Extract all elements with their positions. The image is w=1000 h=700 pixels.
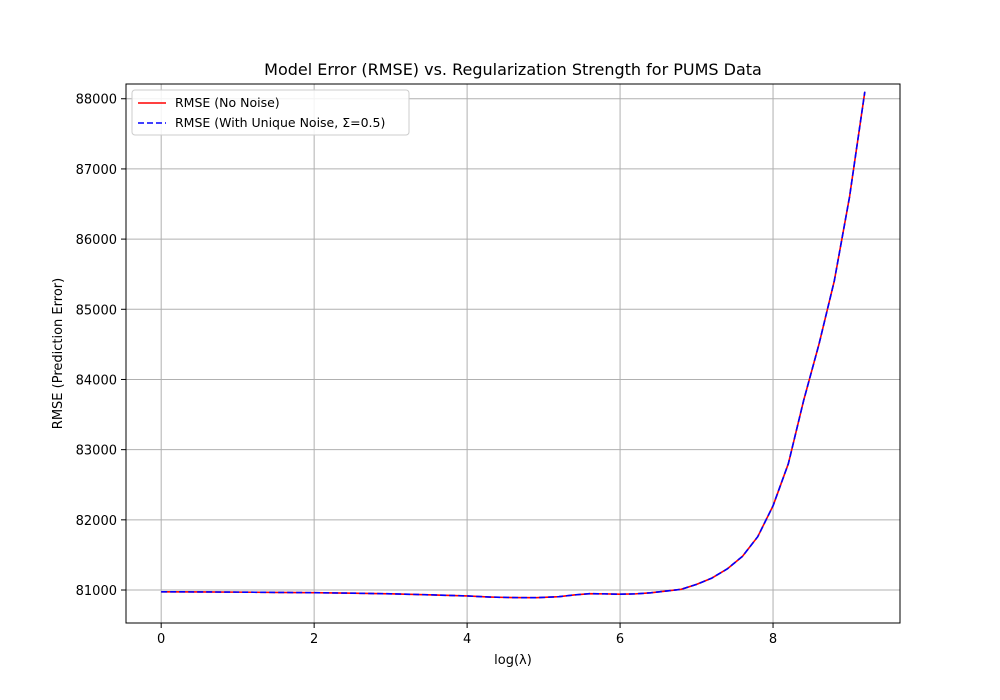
grid-lines <box>126 84 900 623</box>
series-line-1 <box>161 91 866 599</box>
plot-frame <box>125 83 901 624</box>
x-tick-label: 6 <box>616 632 624 647</box>
y-tick-label: 81000 <box>76 584 117 599</box>
legend: RMSE (No Noise) RMSE (With Unique Noise, … <box>131 89 410 136</box>
x-tick-label: 0 <box>157 632 165 647</box>
y-tick-label: 87000 <box>76 163 117 178</box>
y-tick-label: 85000 <box>76 303 117 318</box>
y-tick-label: 82000 <box>76 514 117 529</box>
y-tick-label: 83000 <box>76 444 117 459</box>
series-lines <box>161 91 866 599</box>
x-axis-ticks: 0 2 4 6 8 <box>157 623 777 647</box>
y-tick-label: 88000 <box>76 93 117 108</box>
x-tick-label: 2 <box>310 632 318 647</box>
y-axis-ticks: 81000 82000 83000 84000 85000 86000 87000 88000 <box>76 93 126 599</box>
x-tick-label: 8 <box>769 632 777 647</box>
y-tick-label: 86000 <box>76 233 117 248</box>
series-line-2 <box>161 91 866 599</box>
chart-title: Model Error (RMSE) vs. Regularization St… <box>264 60 762 79</box>
x-tick-label: 4 <box>463 632 471 647</box>
x-axis-label: log(λ) <box>494 653 532 668</box>
y-axis-label: RMSE (Prediction Error) <box>51 278 66 429</box>
legend-label: RMSE (No Noise) <box>175 95 280 110</box>
y-tick-label: 84000 <box>76 373 117 388</box>
legend-label: RMSE (With Unique Noise, Σ=0.5) <box>175 115 385 130</box>
legend-box <box>131 89 410 136</box>
